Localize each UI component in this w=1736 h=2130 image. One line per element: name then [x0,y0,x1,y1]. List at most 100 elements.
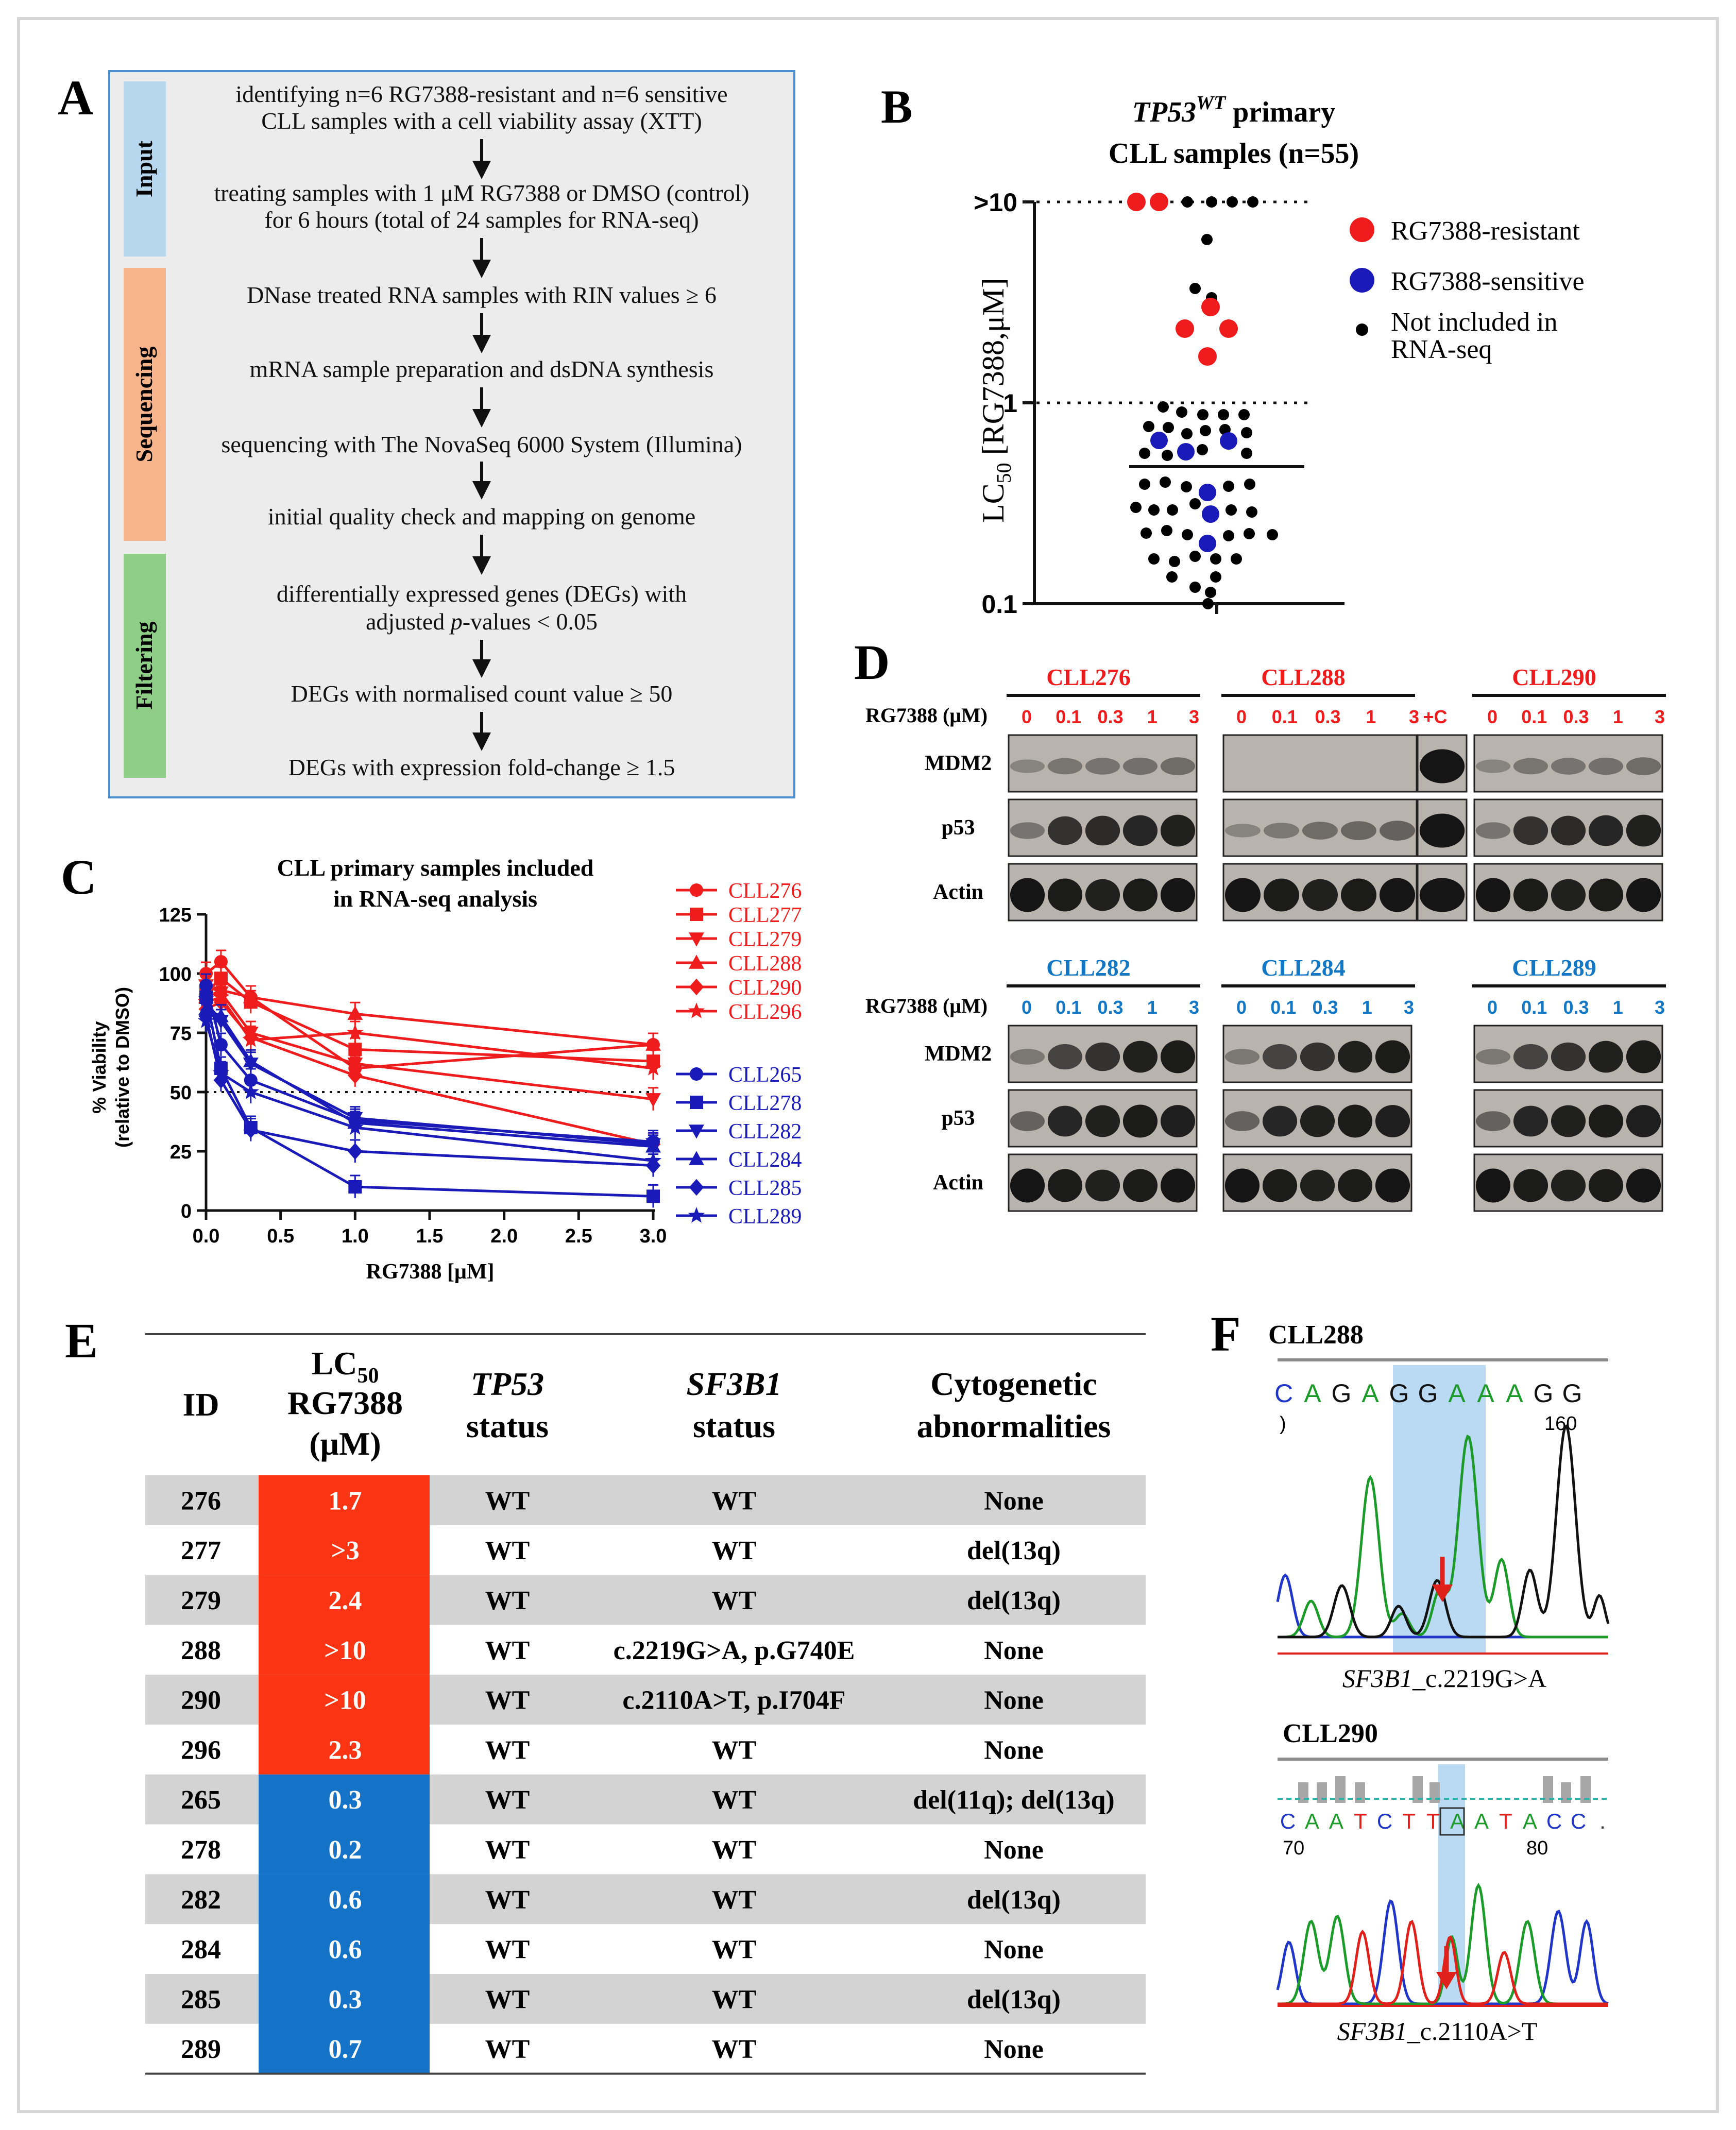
blot-band [1225,878,1261,912]
legend-other-label-line-1: Not included in [1391,308,1558,337]
blot-band [1419,878,1465,912]
blot-band [1475,878,1511,912]
sequence-base: G [1418,1379,1438,1408]
blot-band [1010,878,1045,912]
mdm2-blot-CLL282 [1008,1025,1198,1083]
cell-tp53: WT [485,1486,530,1515]
blot-band [1085,1169,1120,1202]
other-sample-dot [1246,506,1257,518]
legend-label-CLL284: CLL284 [728,1148,802,1172]
dose-label: 3 [1404,997,1414,1018]
data-point [644,1060,662,1076]
blot-band [1010,822,1045,839]
data-point [645,1093,661,1107]
blot-band [1626,1168,1661,1203]
cell-id: 282 [181,1885,221,1915]
lc50-cell-resistant [259,1725,430,1775]
blot-row-label-p53: p53 [941,1106,975,1130]
table-row: 288 >10 WT c.2219G>A, p.G740E None [181,1625,1044,1675]
legend-marker [689,932,704,947]
stage-input-label: Input [131,140,157,197]
dose-label: 0 [1022,706,1032,727]
cell-id: 289 [181,2035,221,2064]
data-point [347,1006,363,1020]
sequence-base: A [1506,1379,1523,1408]
dose-label: 0 [1236,997,1247,1018]
sequence-base: G [1389,1379,1409,1408]
blot-band [1122,878,1158,912]
dose-label: 1 [1147,997,1158,1018]
other-sample-dot [1139,448,1150,459]
blot-band [1010,1168,1045,1203]
workflow-box [108,70,795,798]
chart-y-tick-label: 125 [159,905,192,926]
cell-tp53: WT [485,1536,530,1565]
workflow-step-4: mRNA sample preparation and dsDNA synthe… [250,356,714,382]
blot-band [1122,815,1158,846]
other-sample-dot [1161,525,1172,536]
chart-title-line-2: in RNA-seq analysis [333,885,537,912]
data-point [644,1152,662,1168]
data-point [243,1053,259,1067]
other-sample-dot [1176,406,1187,418]
blot-sample-CLL288: CLL288 [1261,664,1346,690]
sequence-position-right: 80 [1526,1837,1548,1859]
data-point [645,1036,661,1051]
other-sample-dot [1244,479,1255,490]
blot-band [1375,1040,1410,1073]
lc50-cell-resistant [259,1525,430,1576]
blot-sample-CLL284: CLL284 [1261,955,1346,981]
mutated-base-box [1439,1807,1465,1836]
cell-tp53: WT [485,1636,530,1665]
lc50-cell-sensitive [259,1774,430,1825]
blot-band [1302,879,1338,911]
cell-id: 278 [181,1835,221,1865]
blot-band [1551,1042,1586,1071]
other-sample-dot [1166,571,1178,583]
table-row: 296 2.3 WT WT None [181,1725,1044,1775]
sequence-position-left: ) [1280,1413,1286,1435]
dose-label: 0.1 [1056,997,1081,1018]
other-sample-dot [1189,582,1201,593]
cell-id: 285 [181,1985,221,2014]
western-blot-panels: RG7388 (μM) MDM2 p53 Actin CLL276 0 0.1 0.3 1 3 CL… [865,664,1666,1212]
workflow-step-2-line-1: treating samples with 1 μM RG7388 or DMS… [214,180,749,206]
legend-label-CLL288: CLL288 [728,952,802,976]
sensitive-sample-dot [1177,443,1195,461]
sequence-base: A [1450,1809,1465,1833]
blot-band [1264,823,1299,839]
sequence-position-left: 70 [1283,1837,1304,1859]
dose-label: 0.1 [1270,997,1296,1018]
p53-blot-CLL289 [1473,1089,1663,1148]
panel-b-y-axis-label: LC50 [RG7388,μM] [976,278,1015,523]
blot-band [1047,816,1083,845]
stage-sequencing-label: Sequencing [131,347,157,463]
workflow-step-3: DNase treated RNA samples with RIN value… [247,282,717,308]
legend-label-CLL282: CLL282 [728,1120,802,1144]
workflow-step-1-line-2: CLL samples with a cell viability assay … [261,108,702,134]
blot-band [1626,878,1661,912]
data-point [348,1143,363,1160]
sequence-base: C [1377,1809,1392,1833]
lc50-cell-sensitive [259,2023,430,2074]
dose-label: 1 [1613,997,1623,1018]
other-sample-dot [1148,553,1160,565]
other-sample-dot [1181,428,1193,439]
cell-cytogenetic: del(13q) [967,1885,1061,1915]
cell-lc50: 2.3 [329,1735,362,1765]
blot-band [1551,1169,1586,1202]
dose-label: 3 [1655,997,1665,1018]
other-sample-dot [1158,401,1169,413]
header-sf3b1: SF3B1 [687,1366,782,1402]
sequence-base: A [1448,1379,1466,1408]
sequence-base: T [1354,1809,1367,1833]
mdm2-blot-CLL288 [1222,734,1418,793]
data-point [646,1189,660,1203]
blot-band [1551,815,1586,846]
legend-label-CLL278: CLL278 [728,1092,802,1115]
blot-band [1513,816,1548,845]
data-point [213,1008,229,1023]
series-CLL288 [198,978,661,1056]
legend-other-marker [1356,323,1368,336]
